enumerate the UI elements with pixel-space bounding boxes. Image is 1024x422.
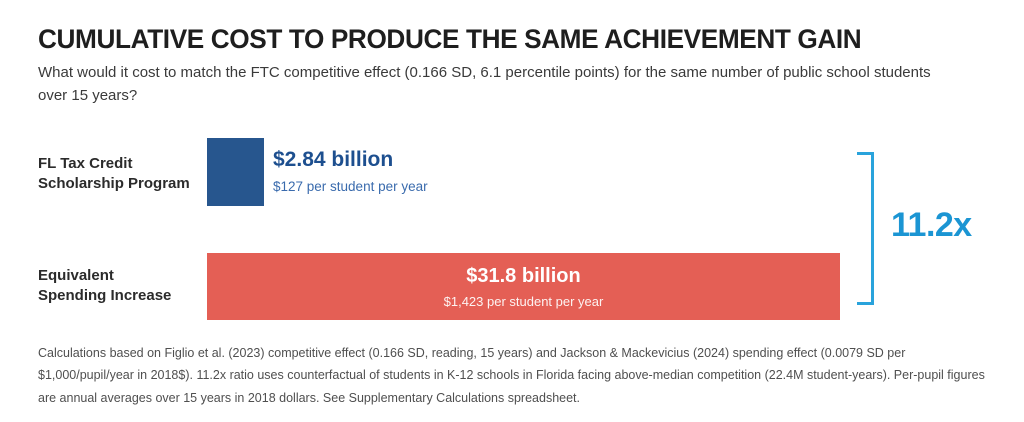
category-label-ftc: FL Tax Credit Scholarship Program: [38, 154, 203, 195]
value-label-ftc: $2.84 billion: [273, 148, 394, 171]
category-label-spending-line2: Spending Increase: [38, 287, 172, 305]
chart-subtitle: What would it cost to match the FTC comp…: [38, 64, 931, 105]
footnote-text: Calculations based on Figlio et al. (202…: [38, 346, 985, 405]
bar-ftc-program: [207, 138, 264, 206]
per-student-label-spending: $1,423 per student per year: [443, 293, 604, 309]
value-label-spending: $31.8 billion: [466, 264, 581, 287]
ratio-bracket: [857, 152, 874, 305]
per-student-label-ftc: $127 per student per year: [273, 179, 428, 194]
category-label-ftc-line1: FL Tax Credit: [38, 155, 133, 172]
category-label-spending-line1: Equivalent: [38, 267, 114, 284]
category-label-ftc-line2: Scholarship Program: [38, 175, 190, 193]
value-block-ftc: $2.84 billion $127 per student per year: [273, 148, 428, 194]
ratio-annotation: 11.2x: [891, 206, 972, 244]
bar-equivalent-spending: $31.8 billion $1,423 per student per yea…: [207, 253, 840, 320]
chart-title: CUMULATIVE COST TO PRODUCE THE SAME ACHI…: [38, 24, 862, 54]
category-label-spending: Equivalent Spending Increase: [38, 266, 203, 307]
